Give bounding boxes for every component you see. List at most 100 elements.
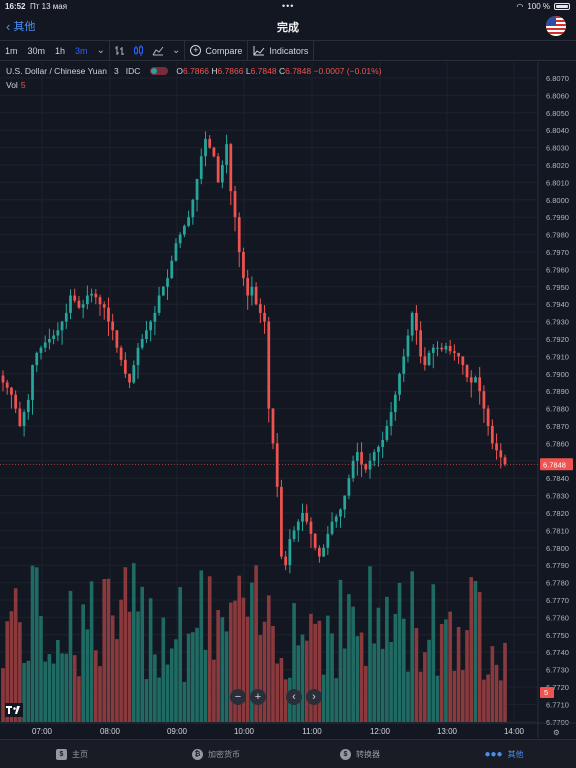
candle-body [14,394,18,409]
candle-body [343,495,347,510]
us-flag-icon[interactable] [546,16,566,36]
volume-bar [304,640,309,722]
high-value: 6.7866 [217,66,244,76]
candle-body [212,147,216,157]
candle-body [305,513,309,522]
candle-body [402,356,406,374]
price-tick-label: 6.7870 [546,422,569,431]
volume-bar [106,578,111,722]
volume-bar [182,681,187,722]
volume-bar [296,645,301,722]
tab-home[interactable]: $ 主页 [0,740,144,768]
chevron-down-icon[interactable]: ⌄ [96,45,105,56]
price-tick-label: 6.7940 [546,300,569,309]
volume-bar [385,596,389,722]
candle-body [204,138,207,157]
multitask-dots-icon[interactable]: ••• [282,1,295,11]
volume-bar [456,626,461,722]
price-tick-label: 6.7800 [546,544,569,553]
zoom-controls: − + ‹ › [230,689,322,705]
candle-body [48,339,51,343]
interval-1h[interactable]: 1h [55,45,66,56]
volume-bar [30,565,35,722]
volume-bar [342,648,347,722]
settings-gear-icon[interactable]: ⚙ [553,728,560,737]
last-volume-badge [540,687,554,698]
candle-body [195,178,199,200]
area-chart-style-icon[interactable] [148,41,168,60]
volume-bar [1,668,5,722]
candle-body [128,373,131,383]
price-chart[interactable]: 6.8070 6.8060 6.8050 6.8040 6.8030 6.8020 6.80… [0,62,576,738]
candle-body [145,330,148,339]
time-tick-label: 08:00 [100,727,121,736]
zoom-in-button[interactable]: + [250,689,266,705]
volume-bar [13,588,18,722]
compare-button[interactable]: + Compare [185,41,247,60]
tab-crypto-label: 加密货币 [208,749,240,759]
candle-body [419,330,423,357]
chevron-down-icon[interactable]: ⌄ [171,45,181,56]
back-button[interactable]: ‹ 其他 [6,18,35,34]
toolbar-divider [184,41,186,60]
volume-bar [51,663,56,722]
volume-bar [174,639,178,722]
interval-30m[interactable]: 30m [27,45,46,56]
tab-converter[interactable]: $ 转换器 [288,740,432,768]
tab-crypto[interactable]: ₿ 加密货币 [144,740,288,768]
tab-more[interactable]: ●●● 其他 [432,740,576,768]
price-tick-label: 6.7780 [546,579,569,588]
candle-body [385,426,389,440]
open-value: 6.7866 [182,66,209,76]
volume-bar [271,625,275,722]
volume-bar [169,648,174,722]
scroll-left-button[interactable]: ‹ [286,689,302,705]
candle-body [296,521,300,531]
volume-bar [292,603,296,722]
time-tick-label: 14:00 [504,727,525,736]
candle-body [410,312,414,336]
indicators-button[interactable]: Indicators [248,41,313,60]
candle-body [326,533,330,548]
home-icon: $ [56,748,67,760]
volume-bar [452,670,457,722]
candle-body [284,556,288,566]
candle-body [85,295,89,305]
bar-chart-style-icon[interactable] [110,41,129,60]
scroll-right-button[interactable]: › [306,689,322,705]
price-tick-label: 6.7760 [546,613,569,622]
close-value: 6.7848 [285,66,312,76]
back-label: 其他 [13,21,36,33]
candle-body [322,547,325,557]
volume-bar [115,639,119,722]
tradingview-logo-icon[interactable] [5,703,23,717]
candle-body [389,412,393,426]
zoom-out-button[interactable]: − [230,689,246,705]
volume-bar [363,665,368,722]
open-label: O [176,66,183,76]
interval-3m[interactable]: 3m [75,45,88,56]
tab-home-label: 主页 [72,749,88,759]
legend-toggle[interactable] [150,67,169,75]
volume-bar [18,622,22,722]
candle-body [423,356,427,366]
candle-body [233,191,237,218]
candle-body [503,457,507,465]
price-tick-label: 6.7930 [546,318,569,327]
toolbar-divider [313,41,315,60]
candle-body [18,408,22,426]
candle-body [465,365,469,378]
volume-bar [68,590,73,722]
indicators-icon [253,46,265,56]
price-tick-label: 6.7960 [546,265,569,274]
candle-style-icon[interactable] [129,41,148,60]
volume-bar [414,628,419,722]
volume-bar [326,615,330,722]
candle-body [499,450,503,458]
volume-bar [9,611,14,722]
volume-bar [368,566,372,722]
volume-bar [477,591,482,722]
volume-bar [224,631,229,722]
chevron-left-icon: ‹ [6,18,11,34]
interval-1m[interactable]: 1m [5,45,18,56]
